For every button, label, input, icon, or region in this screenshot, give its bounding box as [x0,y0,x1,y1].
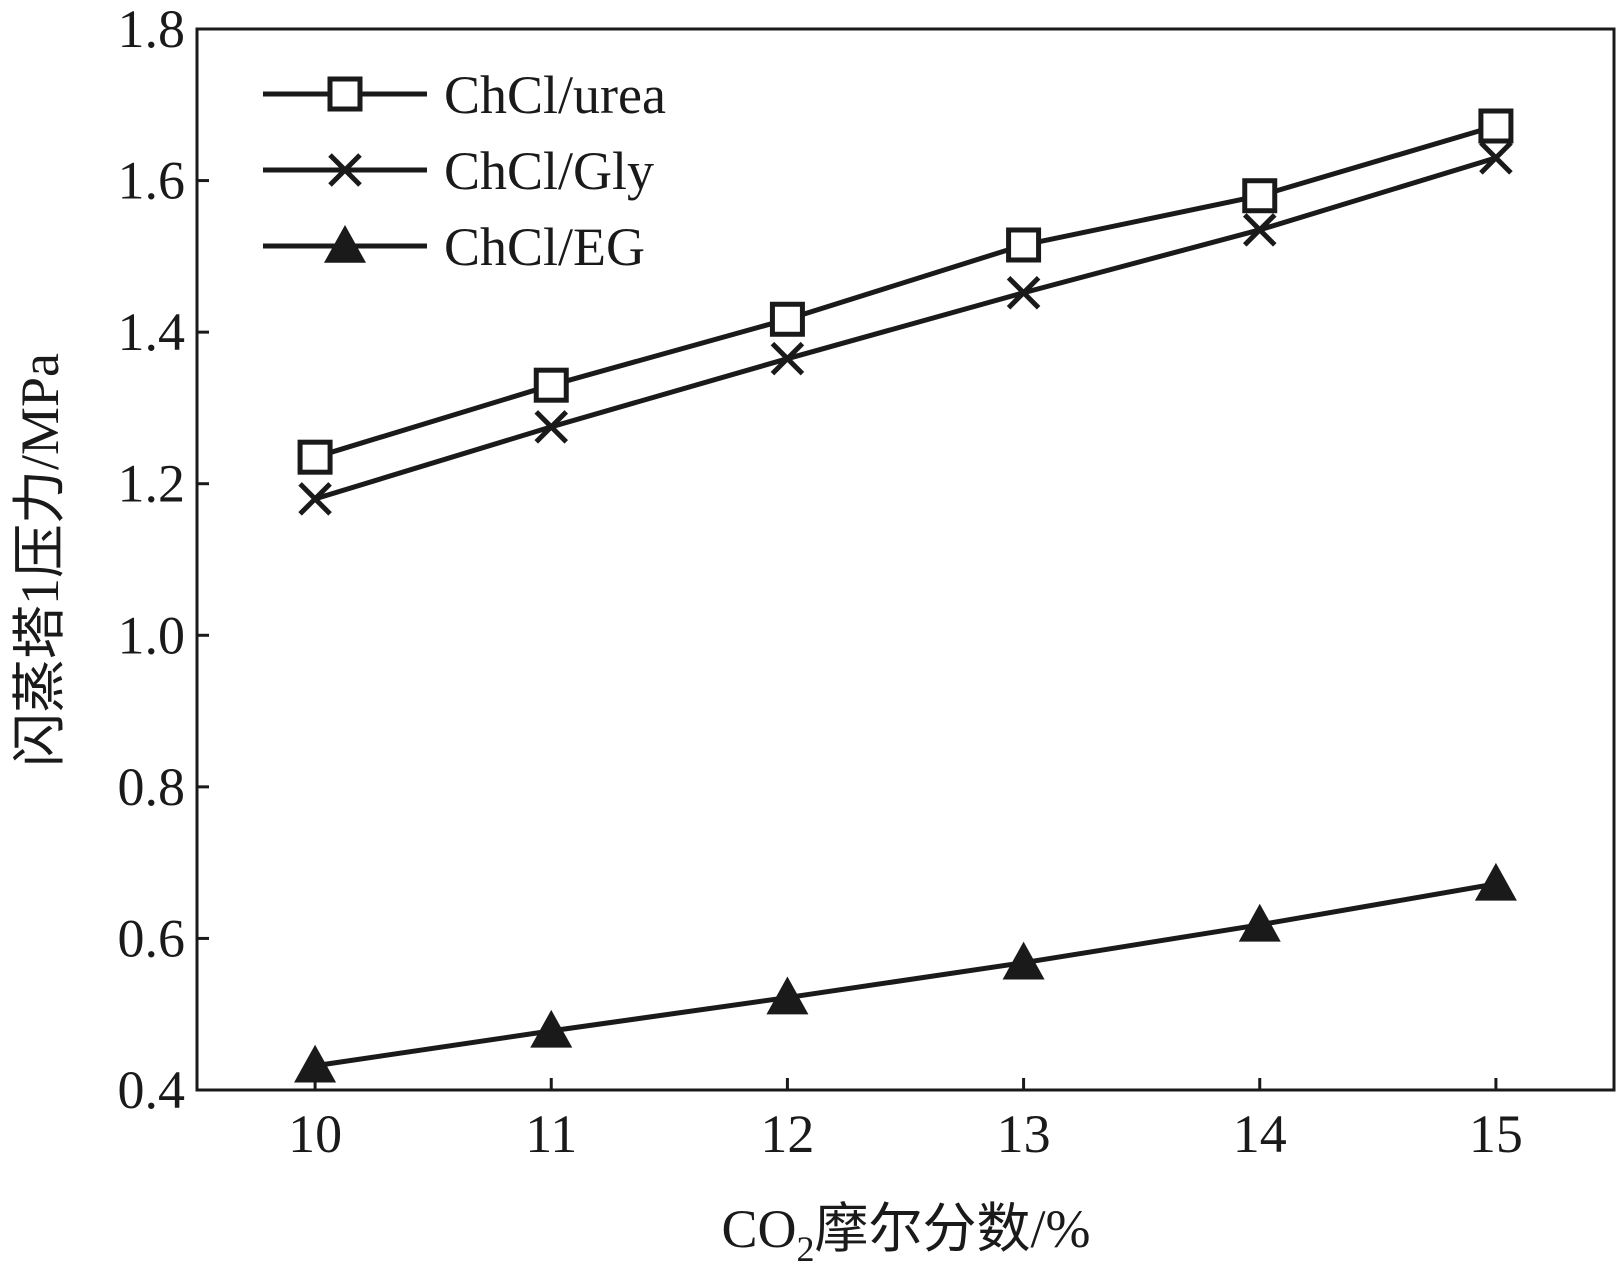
x-tick-label: 10 [288,1104,342,1164]
data-point [297,439,333,475]
data-point [298,482,332,516]
series-chcl-eg [294,862,1517,1083]
legend-item: ChCl/EG [263,217,645,277]
y-tick-label: 0.4 [118,1060,186,1120]
data-point [533,367,569,403]
data-point [1478,108,1514,144]
legend-item: ChCl/Gly [263,141,654,201]
y-tick-label: 0.6 [118,908,186,968]
data-point [766,976,809,1015]
legend-marker [328,153,362,187]
data-point [1002,941,1045,980]
legend-label: ChCl/Gly [444,141,654,201]
data-point [1242,213,1277,247]
y-tick-label: 1.8 [118,0,186,59]
y-tick-label: 1.2 [118,454,186,514]
y-tick-label: 0.8 [118,757,186,817]
legend-label: ChCl/EG [444,217,645,277]
data-point [1474,862,1517,901]
x-axis-title-subscript: 2 [797,1229,815,1269]
legend: ChCl/urea ChCl/Gly ChCl/EG [263,65,666,277]
x-tick-label: 11 [525,1104,577,1164]
data-point [1006,227,1042,263]
y-axis-title: 闪蒸塔1压力/MPa [10,353,70,767]
x-tick-label: 14 [1233,1104,1287,1164]
y-tick-label: 1.4 [118,302,186,362]
data-point [769,301,805,337]
x-axis-title: CO2摩尔分数/% [721,1199,1090,1269]
data-point [1479,141,1513,175]
legend-marker [327,76,363,112]
x-axis-title-main: CO [721,1199,796,1259]
data-point [294,1044,337,1083]
plot-series [294,108,1517,1083]
plot-frame [195,27,1616,1092]
x-tick-label: 15 [1469,1104,1523,1164]
series-line [314,123,1497,460]
legend-marker [324,225,366,263]
y-tick-label: 1.0 [118,605,186,665]
data-point [1242,178,1278,214]
series-chcl-urea [297,108,1514,475]
axes: 0.4 0.6 0.8 1.0 1.2 1.4 1.6 1.8 10 11 12 13 14 15 [118,0,1616,1164]
x-axis-title-rest: 摩尔分数/% [815,1199,1091,1259]
y-tick-label: 1.6 [118,151,186,211]
data-point [770,341,805,376]
legend-label: ChCl/urea [444,65,666,125]
data-point [534,410,569,444]
data-point [1238,903,1281,942]
legend-item: ChCl/urea [263,65,666,125]
series-line [314,881,1497,1069]
x-tick-label: 12 [760,1104,814,1164]
data-point [1006,275,1041,310]
data-point [530,1009,573,1048]
series-line [314,155,1497,502]
series-chcl-gly [298,141,1513,516]
x-tick-label: 13 [997,1104,1051,1164]
